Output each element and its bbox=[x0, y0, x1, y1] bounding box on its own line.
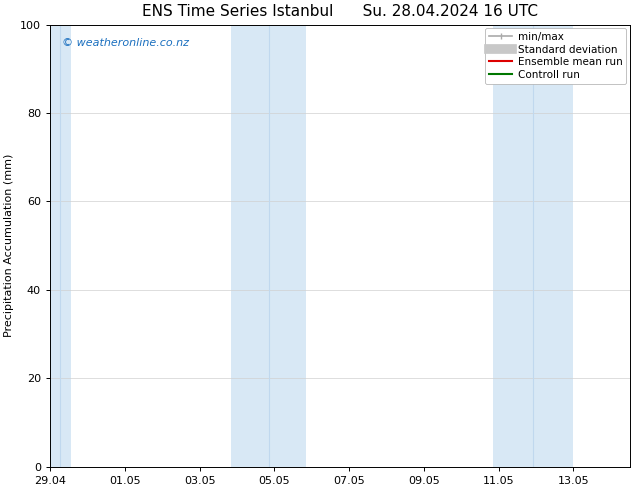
Legend: min/max, Standard deviation, Ensemble mean run, Controll run: min/max, Standard deviation, Ensemble me… bbox=[485, 28, 626, 84]
Bar bbox=[50, 25, 70, 466]
Text: © weatheronline.co.nz: © weatheronline.co.nz bbox=[61, 38, 189, 48]
Bar bbox=[493, 25, 574, 466]
Bar bbox=[231, 25, 306, 466]
Title: ENS Time Series Istanbul      Su. 28.04.2024 16 UTC: ENS Time Series Istanbul Su. 28.04.2024 … bbox=[142, 4, 538, 20]
Y-axis label: Precipitation Accumulation (mm): Precipitation Accumulation (mm) bbox=[4, 154, 15, 337]
